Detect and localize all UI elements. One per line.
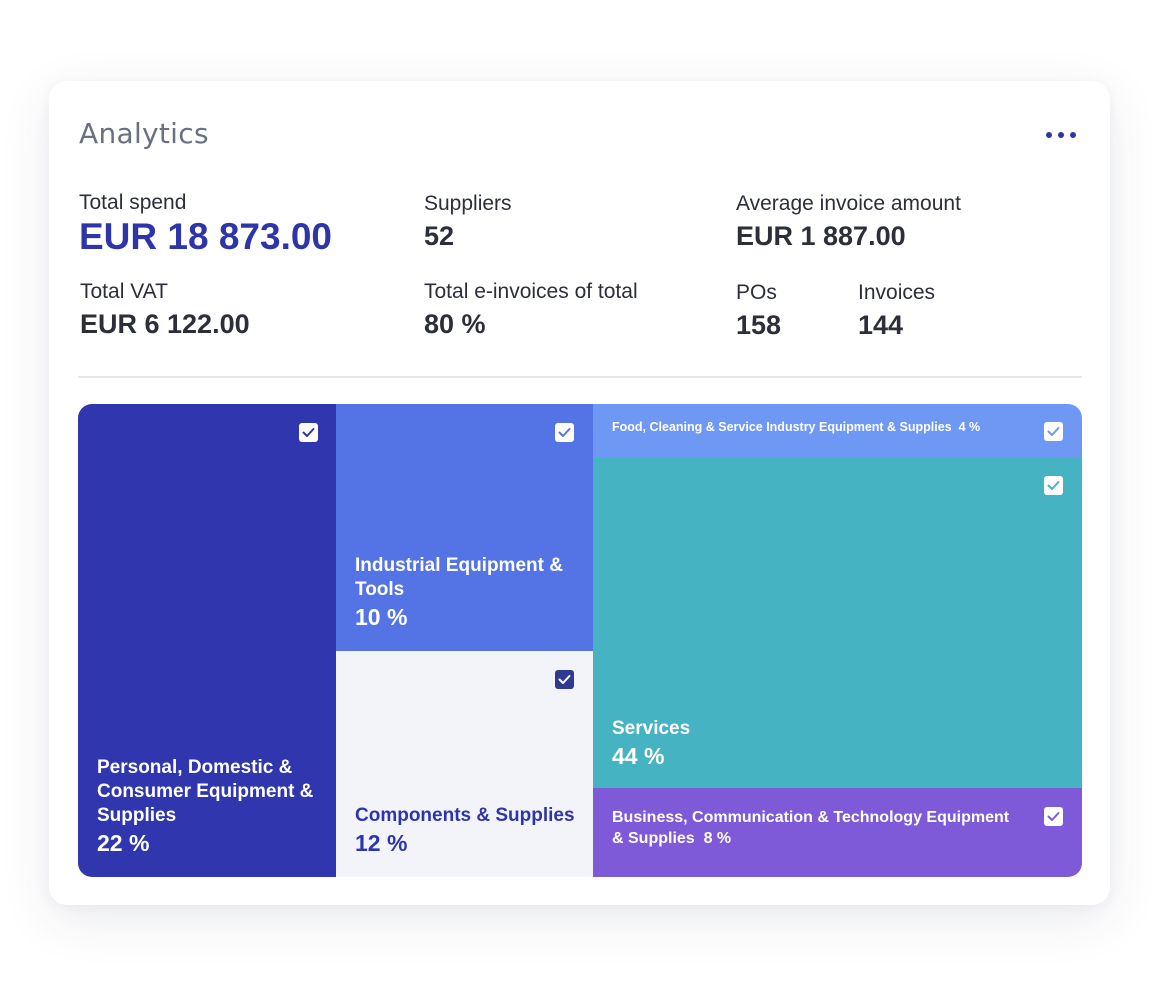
treemap-tile-business[interactable]: Business, Communication & Technology Equ… — [593, 788, 1082, 877]
stat-label: Total VAT — [80, 280, 168, 303]
tile-text: Food, Cleaning & Service Industry Equipm… — [612, 419, 1032, 435]
tile-label: Services — [612, 718, 691, 739]
stat-invoices: Invoices 144 — [858, 281, 935, 341]
tile-percent: 10 % — [355, 604, 408, 630]
stat-label: Total e-invoices of total — [424, 280, 638, 303]
spend-treemap: Personal, Domestic & Consumer Equipment … — [78, 404, 1082, 877]
treemap-tile-components[interactable]: Components & Supplies 12 % — [336, 651, 593, 877]
tile-label: Personal, Domestic & Consumer Equipment … — [97, 757, 314, 826]
stat-suppliers: Suppliers 52 — [424, 192, 512, 252]
tile-label: Food, Cleaning & Service Industry Equipm… — [612, 420, 952, 434]
stat-label: Average invoice amount — [736, 192, 961, 215]
stat-value: EUR 1 887.00 — [736, 221, 906, 251]
checkbox-checked-icon[interactable] — [1044, 422, 1063, 441]
tile-text: Services 44 % — [612, 717, 1068, 768]
treemap-tile-food[interactable]: Food, Cleaning & Service Industry Equipm… — [593, 404, 1082, 458]
tile-label: Components & Supplies — [355, 805, 575, 826]
more-dot — [1070, 132, 1076, 138]
checkbox-checked-icon[interactable] — [299, 423, 318, 442]
stat-value: EUR 6 122.00 — [80, 309, 250, 339]
tile-percent: 44 % — [612, 743, 665, 769]
more-dot — [1046, 132, 1052, 138]
more-dot — [1058, 132, 1064, 138]
analytics-card: Analytics Total spend EUR 18 873.00 Supp… — [49, 81, 1110, 905]
stat-pos: POs 158 — [736, 281, 781, 341]
checkbox-checked-icon[interactable] — [1044, 476, 1063, 495]
tile-text: Components & Supplies 12 % — [355, 804, 579, 855]
tile-label: Industrial Equipment & Tools — [355, 555, 563, 600]
stat-e-invoices: Total e-invoices of total 80 % — [424, 280, 638, 340]
treemap-tile-industrial[interactable]: Industrial Equipment & Tools 10 % — [336, 404, 593, 651]
stat-total-spend: Total spend EUR 18 873.00 — [79, 191, 332, 258]
stat-label: Suppliers — [424, 192, 512, 215]
more-options-icon[interactable] — [1046, 127, 1076, 143]
stat-total-vat: Total VAT EUR 6 122.00 — [80, 280, 250, 340]
stat-value: 52 — [424, 221, 455, 251]
stat-label: Total spend — [79, 191, 187, 214]
stat-label: POs — [736, 281, 777, 304]
tile-percent: 8 % — [703, 830, 732, 847]
checkbox-checked-icon[interactable] — [555, 670, 574, 689]
treemap-tile-services[interactable]: Services 44 % — [593, 458, 1082, 788]
tile-text: Personal, Domestic & Consumer Equipment … — [97, 756, 322, 855]
stat-value: 158 — [736, 310, 782, 340]
stat-value: 80 % — [424, 309, 486, 339]
stat-label: Invoices — [858, 281, 936, 304]
checkbox-checked-icon[interactable] — [1044, 807, 1063, 826]
treemap-tile-personal[interactable]: Personal, Domestic & Consumer Equipment … — [78, 404, 336, 877]
card-title: Analytics — [79, 117, 209, 150]
divider — [78, 376, 1082, 378]
tile-percent: 4 % — [958, 420, 981, 434]
tile-percent: 22 % — [97, 830, 150, 856]
stat-value: EUR 18 873.00 — [79, 216, 333, 257]
tile-text: Industrial Equipment & Tools 10 % — [355, 554, 579, 629]
tile-label: Business, Communication & Technology Equ… — [612, 809, 1010, 847]
tile-percent: 12 % — [355, 830, 408, 856]
stat-average-invoice: Average invoice amount EUR 1 887.00 — [736, 192, 961, 252]
checkbox-checked-icon[interactable] — [555, 423, 574, 442]
tile-text: Business, Communication & Technology Equ… — [612, 807, 1012, 849]
stat-value: 144 — [858, 310, 904, 340]
